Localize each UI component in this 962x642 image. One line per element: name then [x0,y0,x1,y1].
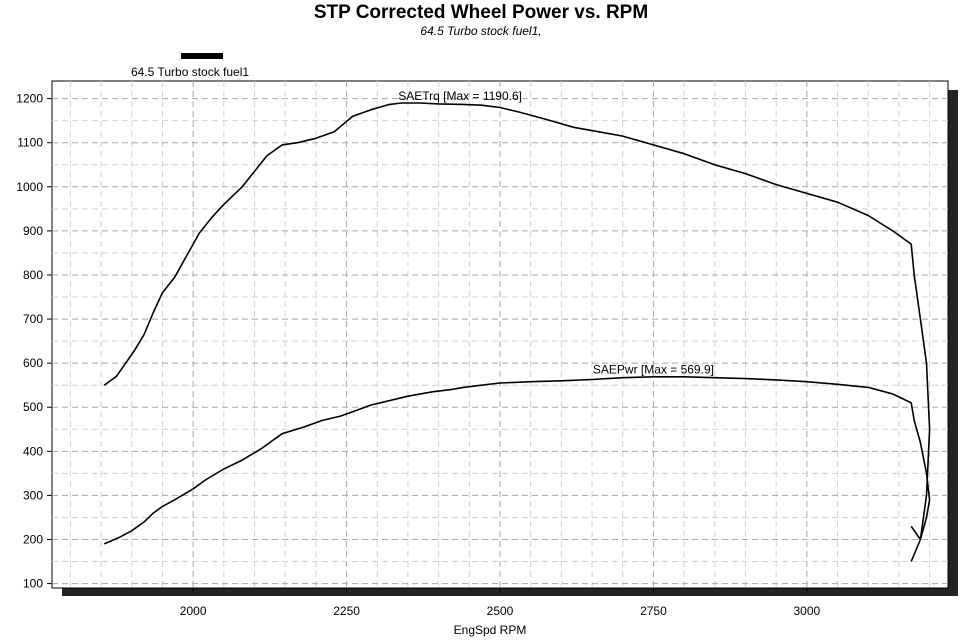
y-tick-label: 400 [23,444,43,458]
annotation-label: SAEPwr [Max = 569.9] [593,362,714,376]
series-line-saepwr [103,375,931,545]
x-tick-label: 2250 [333,604,360,618]
y-tick-label: 700 [23,312,43,326]
x-tick-label: 2500 [487,604,514,618]
chart-title: STP Corrected Wheel Power vs. RPM [313,2,649,23]
x-tick-label: 3000 [793,604,820,618]
plot-shadow-right [948,90,958,596]
y-tick-label: 1000 [16,180,43,194]
legend-label: 64.5 Turbo stock fuel1 [131,65,250,79]
legend-swatch [181,53,223,59]
series-line-saetrq [103,102,931,562]
chart-subtitle: 64.5 Turbo stock fuel1, [420,24,542,38]
x-tick-label: 2750 [640,604,667,618]
y-tick-label: 100 [23,577,43,591]
y-tick-label: 800 [23,268,43,282]
y-tick-label: 200 [23,533,43,547]
y-tick-label: 600 [23,356,43,370]
x-tick-label: 2000 [180,604,207,618]
y-tick-label: 1200 [16,92,43,106]
y-tick-label: 500 [23,400,43,414]
y-tick-label: 900 [23,224,43,238]
plot-shadow-bottom [62,588,958,596]
y-tick-label: 300 [23,488,43,502]
x-axis-label: EngSpd RPM [454,623,527,637]
annotation-label: SAETrq [Max = 1190.6] [398,89,522,103]
y-tick-label: 1100 [17,136,43,150]
